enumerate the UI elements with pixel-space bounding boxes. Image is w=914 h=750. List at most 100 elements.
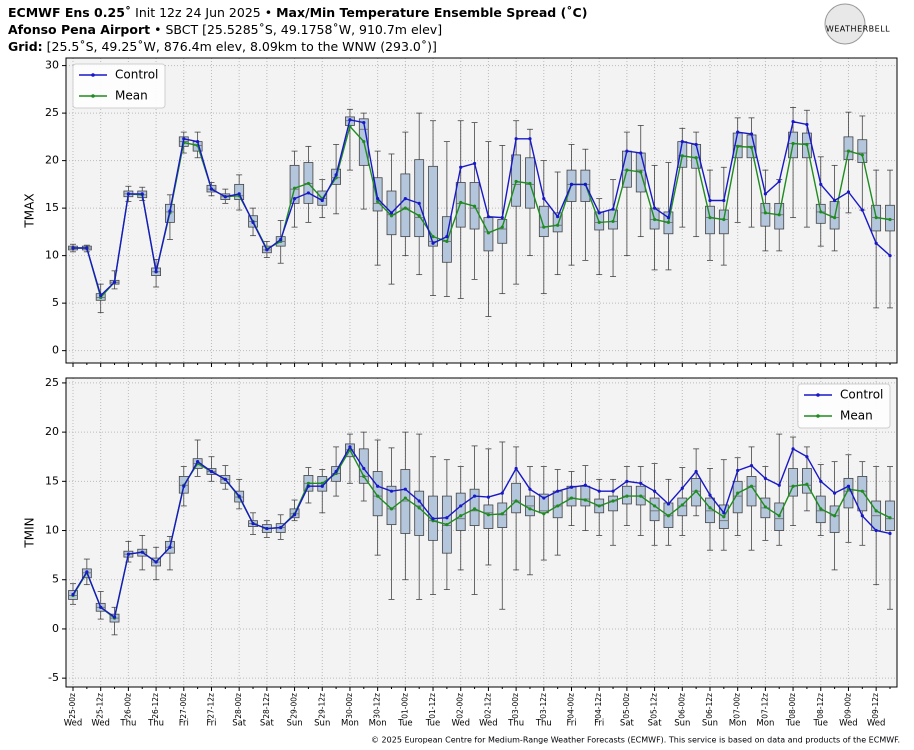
series-marker — [611, 219, 615, 224]
station-line: Afonso Pena Airport • SBCT [25.5285˚S, 4… — [8, 22, 442, 37]
x-day-label: Wed — [839, 719, 858, 729]
series-marker — [874, 509, 878, 513]
series-marker — [819, 479, 823, 483]
series-marker — [251, 522, 255, 526]
series-marker — [209, 187, 214, 191]
series-marker — [652, 206, 657, 210]
series-marker — [736, 468, 740, 473]
series-marker — [362, 121, 366, 125]
series-marker — [597, 211, 601, 215]
series-marker — [722, 515, 726, 519]
series-marker — [666, 220, 671, 224]
series-marker — [736, 491, 740, 495]
series-marker — [279, 525, 283, 530]
grid-label: Grid: — [8, 39, 43, 54]
series-marker — [306, 481, 311, 485]
series-marker — [514, 466, 518, 471]
series-marker — [389, 489, 394, 493]
series-marker — [486, 231, 491, 235]
y-tick-label: 15 — [45, 201, 59, 214]
series-marker — [846, 149, 851, 153]
series-marker — [805, 455, 809, 459]
x-day-label: Wed — [479, 719, 498, 729]
series-marker — [334, 173, 338, 177]
legend-label: Control — [115, 68, 158, 82]
y-tick-label: -5 — [48, 671, 59, 684]
series-marker — [542, 225, 546, 229]
series-marker — [348, 445, 352, 449]
series-marker — [500, 491, 504, 495]
series-marker — [292, 186, 297, 190]
box — [760, 202, 771, 227]
series-marker — [569, 485, 574, 489]
series-marker — [112, 280, 117, 284]
x-day-label: Sat — [620, 719, 635, 729]
series-marker — [819, 182, 823, 186]
series-marker — [306, 181, 311, 186]
x-tick-label: 02-00z — [456, 693, 465, 719]
box — [843, 136, 854, 161]
series-marker — [334, 469, 338, 474]
x-day-label: Wed — [867, 719, 886, 729]
series-line — [73, 118, 891, 297]
series-marker — [805, 482, 809, 486]
series-marker — [888, 217, 892, 222]
series-marker — [126, 552, 130, 556]
x-tick-label: 25-12z — [96, 693, 105, 719]
title-init: Init 12z 24 Jun 2025 • — [135, 5, 272, 20]
series-marker — [680, 486, 684, 490]
series-marker — [223, 195, 227, 199]
series-marker — [625, 168, 629, 172]
box — [428, 165, 438, 247]
series-marker — [403, 197, 407, 201]
series-marker — [472, 204, 477, 208]
box — [289, 164, 300, 204]
series-marker — [583, 182, 587, 186]
y-axis-label: TMAX — [23, 193, 37, 228]
series-marker — [874, 241, 878, 245]
series-marker — [791, 447, 795, 451]
x-tick-label: 08-00z — [788, 693, 797, 719]
series-marker — [528, 487, 532, 491]
series-marker — [431, 241, 435, 245]
series-marker — [99, 605, 103, 609]
y-tick-label: 20 — [45, 154, 59, 167]
series-marker — [819, 507, 823, 511]
logo-circle — [824, 3, 866, 45]
x-day-label: Tue — [785, 719, 801, 729]
series-marker — [542, 512, 546, 516]
x-day-label: Thu — [119, 719, 136, 729]
series-marker — [736, 144, 740, 148]
x-day-label: Sat — [232, 719, 247, 729]
logo: WEATHERBELL — [824, 3, 890, 45]
x-tick-label: 09-12z — [871, 693, 880, 719]
box — [455, 492, 466, 531]
y-tick-label: 0 — [52, 344, 59, 357]
legend-label: Control — [840, 388, 883, 402]
box — [788, 468, 798, 497]
series-marker — [694, 156, 698, 160]
x-day-label: Thu — [507, 719, 524, 729]
box — [358, 448, 369, 484]
x-day-label: Sat — [648, 719, 663, 729]
y-tick-label: 5 — [52, 296, 59, 309]
series-marker — [223, 477, 227, 481]
box — [705, 205, 715, 235]
series-marker — [611, 207, 615, 211]
plot-area — [66, 378, 897, 687]
series-marker — [279, 237, 283, 242]
series-marker — [708, 506, 712, 510]
series-marker — [85, 570, 89, 574]
x-tick-label: 25-00z — [68, 693, 77, 719]
logo-text: WEATHERBELL — [826, 25, 890, 34]
x-day-label: Fri — [179, 719, 189, 729]
series-marker — [71, 246, 75, 250]
y-tick-label: 15 — [45, 474, 59, 487]
series-marker — [472, 161, 477, 166]
series-marker — [583, 498, 587, 502]
series-marker — [708, 198, 712, 203]
series-marker — [556, 215, 560, 219]
box — [511, 482, 522, 514]
series-marker — [445, 523, 449, 527]
series-marker — [459, 504, 463, 508]
